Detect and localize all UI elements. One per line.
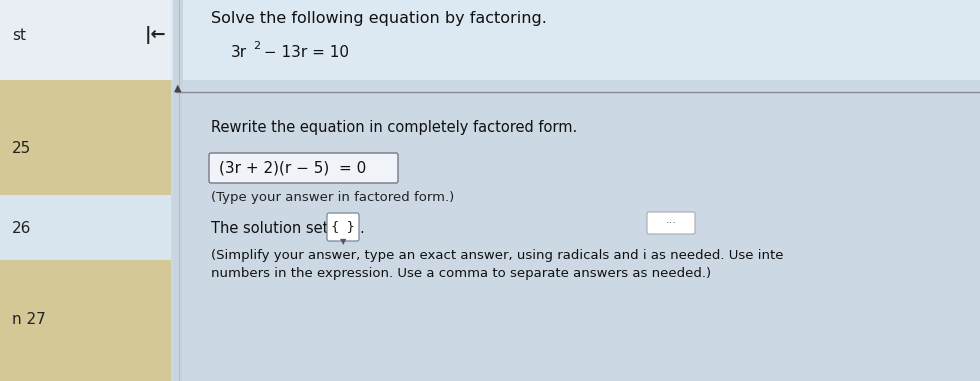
Text: Rewrite the equation in completely factored form.: Rewrite the equation in completely facto… bbox=[211, 120, 577, 134]
FancyBboxPatch shape bbox=[327, 213, 359, 241]
Bar bbox=[171, 80, 980, 381]
Text: ···: ··· bbox=[665, 218, 676, 228]
Text: 26: 26 bbox=[12, 221, 31, 235]
Text: (Simplify your answer, type an exact answer, using radicals and i as needed. Use: (Simplify your answer, type an exact ans… bbox=[211, 248, 783, 261]
Text: ▼: ▼ bbox=[340, 237, 346, 247]
Text: n 27: n 27 bbox=[12, 312, 46, 328]
Text: st: st bbox=[12, 27, 26, 43]
Bar bbox=[0, 80, 171, 195]
Bar bbox=[0, 195, 171, 260]
Text: numbers in the expression. Use a comma to separate answers as needed.): numbers in the expression. Use a comma t… bbox=[211, 266, 711, 280]
Text: |←: |← bbox=[145, 26, 167, 44]
Text: (Type your answer in factored form.): (Type your answer in factored form.) bbox=[211, 190, 455, 203]
Text: 3r: 3r bbox=[231, 45, 247, 59]
FancyBboxPatch shape bbox=[647, 212, 695, 234]
Text: ▲: ▲ bbox=[174, 83, 181, 93]
Text: The solution set is: The solution set is bbox=[211, 221, 350, 235]
Text: Solve the following equation by factoring.: Solve the following equation by factorin… bbox=[211, 11, 547, 26]
Text: − 13r = 10: − 13r = 10 bbox=[259, 45, 349, 59]
Bar bbox=[0, 0, 980, 80]
Bar bbox=[173, 0, 183, 381]
Bar bbox=[0, 260, 171, 381]
Text: {  }: { } bbox=[331, 221, 355, 234]
Bar bbox=[0, 0, 171, 80]
FancyBboxPatch shape bbox=[209, 153, 398, 183]
Text: .: . bbox=[359, 221, 364, 235]
Text: 2: 2 bbox=[253, 41, 260, 51]
Text: (3r + 2)(r − 5)  = 0: (3r + 2)(r − 5) = 0 bbox=[219, 160, 367, 176]
Text: 25: 25 bbox=[12, 141, 31, 155]
